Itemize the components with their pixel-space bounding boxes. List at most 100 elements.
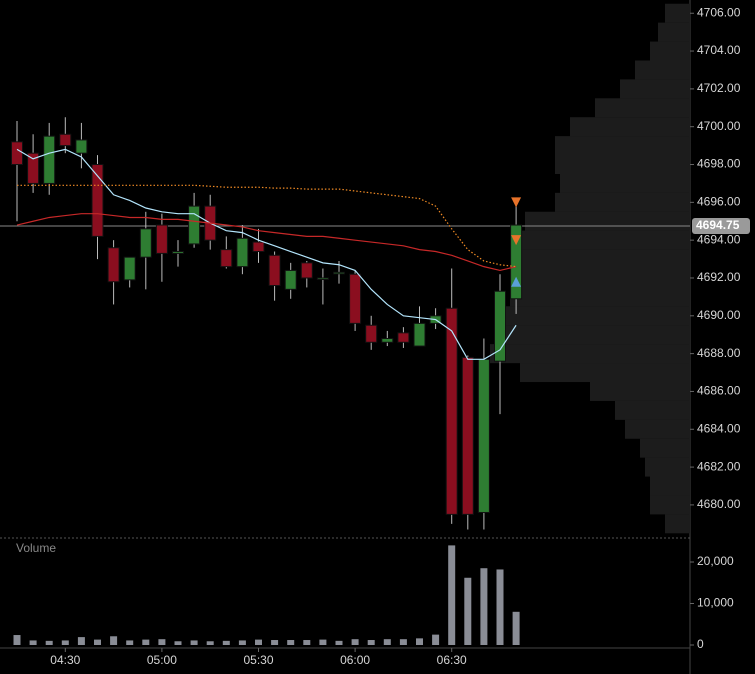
y-tick-label: 4682.00 bbox=[697, 459, 741, 473]
volume-profile-bar bbox=[650, 41, 690, 61]
volume-bar bbox=[416, 638, 423, 645]
x-tick-label: 05:00 bbox=[147, 653, 177, 667]
y-tick-label: 4688.00 bbox=[697, 346, 741, 360]
volume-profile-bar bbox=[665, 3, 690, 23]
volume-profile-bar bbox=[490, 344, 690, 364]
volume-bar bbox=[174, 641, 182, 645]
volume-bar bbox=[142, 639, 150, 645]
candle-body bbox=[510, 224, 523, 300]
volume-profile-bar bbox=[495, 325, 690, 345]
candle-body bbox=[11, 141, 23, 166]
volume-profile-bar bbox=[665, 514, 690, 534]
volume-profile-bar bbox=[595, 98, 690, 118]
volume-bar bbox=[464, 577, 472, 645]
candle-body bbox=[75, 139, 88, 154]
volume-bar bbox=[432, 634, 440, 645]
volume-bar bbox=[448, 545, 456, 645]
last-price-label: 4694.75 bbox=[696, 218, 740, 232]
x-tick-label: 06:00 bbox=[340, 653, 370, 667]
volume-profile-bar bbox=[510, 287, 690, 307]
volume-bar bbox=[319, 639, 327, 645]
volume-bar bbox=[110, 636, 118, 645]
candle-body bbox=[413, 322, 426, 347]
volume-profile-bar bbox=[650, 476, 690, 496]
candle-body bbox=[236, 237, 249, 268]
candle-body bbox=[91, 164, 104, 237]
y-tick-label: 4696.00 bbox=[697, 195, 741, 209]
overlay-line bbox=[16, 148, 517, 360]
candle-body bbox=[333, 271, 345, 275]
candle-body bbox=[139, 228, 152, 258]
signal-marker bbox=[511, 276, 522, 287]
volume-profile-bar bbox=[645, 457, 690, 477]
volume-profile-bar bbox=[658, 22, 690, 42]
volume-profile-bar bbox=[620, 79, 690, 99]
candle-body bbox=[397, 332, 410, 343]
volume-bar bbox=[399, 639, 407, 645]
volume-bar bbox=[126, 640, 134, 645]
volume-bar bbox=[238, 640, 246, 645]
volume-profile-bar bbox=[510, 268, 690, 288]
volume-profile-bar bbox=[570, 117, 690, 137]
volume-bar bbox=[190, 640, 198, 645]
candle-body bbox=[284, 269, 297, 290]
volume-bar bbox=[383, 639, 391, 645]
candle-body bbox=[381, 337, 394, 343]
volume-bar bbox=[335, 640, 343, 645]
y-tick-label: 4680.00 bbox=[697, 497, 741, 511]
volume-profile-bar bbox=[635, 60, 690, 80]
y-tick-label: 4698.00 bbox=[697, 157, 741, 171]
candle-body bbox=[300, 262, 313, 279]
volume-profile-bar bbox=[560, 173, 690, 193]
overlay-line bbox=[16, 213, 517, 272]
candle-body bbox=[349, 273, 362, 324]
volume-bar bbox=[94, 639, 101, 645]
candle-body bbox=[107, 247, 120, 283]
volume-profile-bar bbox=[500, 306, 690, 326]
volume-profile-bar bbox=[555, 155, 690, 175]
signal-marker bbox=[511, 235, 522, 246]
volume-bar bbox=[255, 639, 262, 645]
candle-body bbox=[155, 224, 168, 254]
y-tick-label: 4694.00 bbox=[697, 232, 741, 246]
volume-bar bbox=[29, 640, 37, 645]
candle-body bbox=[268, 254, 281, 287]
volume-profile-bar bbox=[615, 400, 690, 420]
volume-profile-bar bbox=[555, 192, 690, 212]
volume-profile-bar bbox=[555, 136, 690, 156]
volume-bar bbox=[287, 640, 295, 645]
volume-bar bbox=[45, 640, 53, 645]
candle-body bbox=[43, 135, 56, 184]
candle-body bbox=[252, 241, 265, 253]
candle-body bbox=[188, 205, 201, 245]
y-tick-label: 4692.00 bbox=[697, 270, 741, 284]
y-tick-label: 4702.00 bbox=[697, 81, 741, 95]
volume-profile-bar bbox=[525, 211, 690, 231]
volume-bar bbox=[77, 637, 85, 645]
y-tick-label: 4704.00 bbox=[697, 43, 741, 57]
candle-body bbox=[461, 356, 474, 515]
y-tick-label: 10,000 bbox=[697, 596, 734, 610]
y-tick-label: 20,000 bbox=[697, 554, 734, 568]
x-tick-label: 05:30 bbox=[243, 653, 273, 667]
volume-profile-bar bbox=[590, 381, 690, 401]
last-price-box bbox=[692, 217, 750, 234]
candle-body bbox=[477, 358, 490, 513]
candle-body bbox=[59, 133, 72, 147]
volume-profile-bar bbox=[520, 230, 690, 250]
volume-bar bbox=[351, 639, 359, 645]
volume-bar bbox=[512, 611, 520, 645]
candle-body bbox=[172, 251, 184, 254]
volume-bar bbox=[206, 641, 214, 645]
signal-marker bbox=[511, 197, 522, 208]
y-tick-label: 4700.00 bbox=[697, 119, 741, 133]
volume-bar bbox=[158, 639, 166, 645]
candle-body bbox=[27, 152, 40, 184]
candle-body bbox=[445, 307, 458, 515]
volume-profile-bar bbox=[520, 363, 690, 383]
candle-body bbox=[494, 290, 506, 362]
volume-bar bbox=[13, 635, 21, 645]
candle-body bbox=[123, 256, 136, 281]
